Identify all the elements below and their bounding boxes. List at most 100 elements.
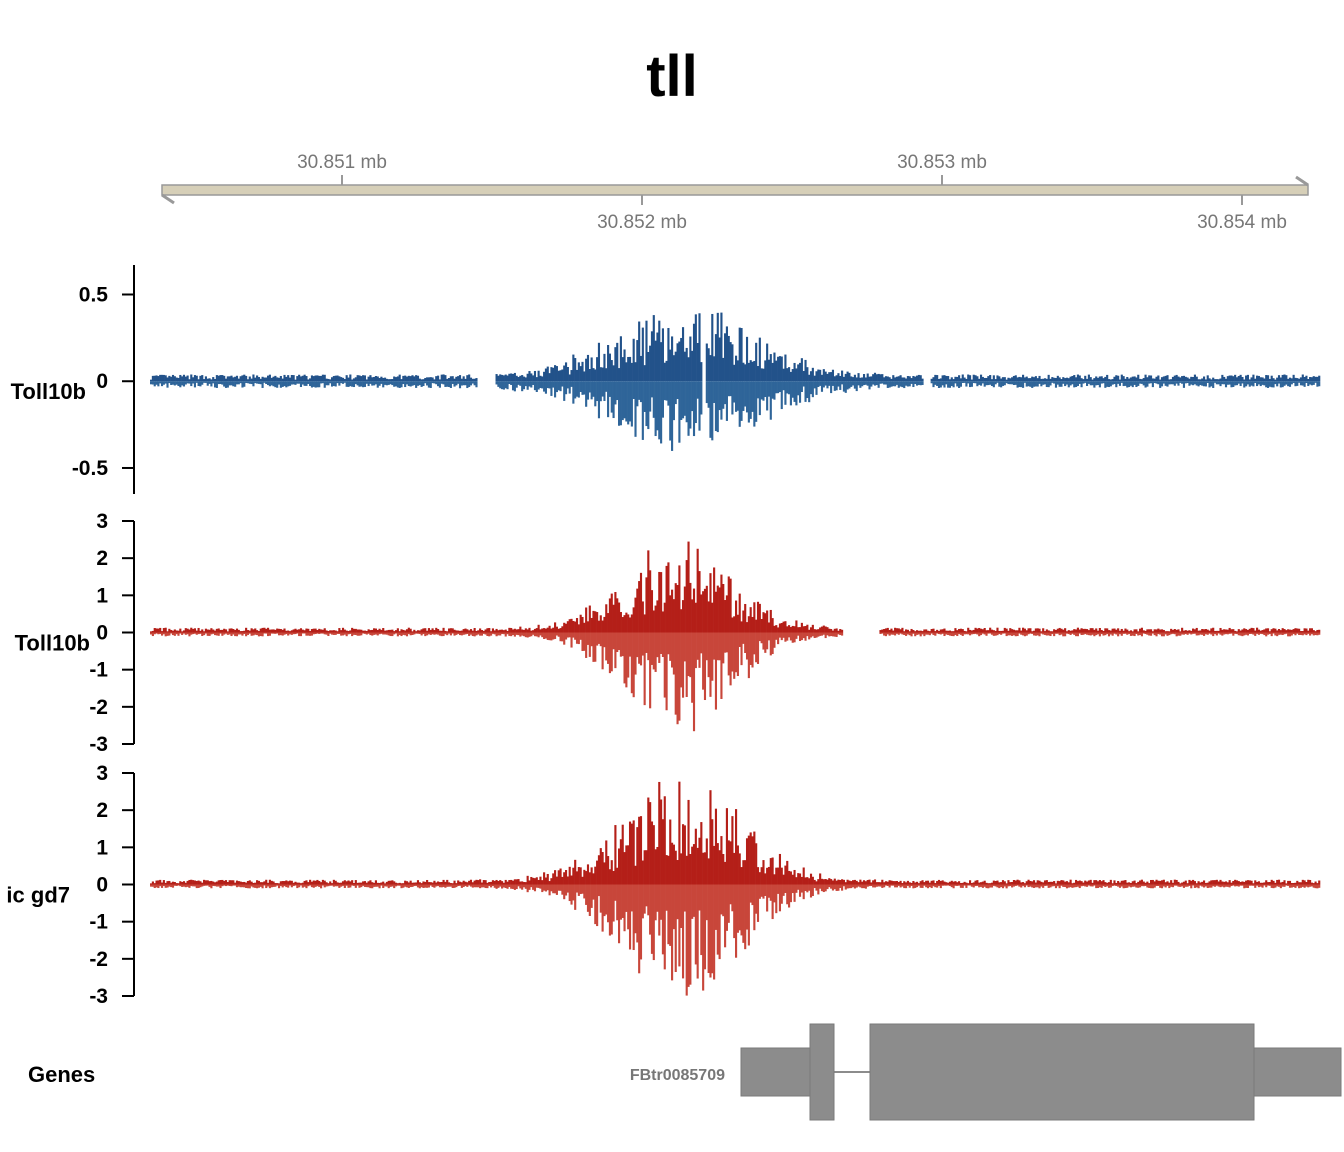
coverage-bar-positive [1221, 374, 1224, 382]
coverage-bar-positive [744, 860, 747, 885]
coverage-bar-positive [230, 880, 233, 885]
coverage-bar-positive [1102, 378, 1105, 382]
coverage-bar-positive [791, 625, 794, 633]
coverage-bar-positive [992, 375, 995, 382]
coverage-bar-positive [592, 873, 595, 885]
coverage-bar-negative [471, 632, 474, 637]
coverage-bar-positive [552, 873, 555, 885]
coverage-bar-negative [756, 884, 760, 922]
coverage-bar-positive [906, 880, 909, 885]
coverage-bar-negative [698, 632, 701, 668]
coverage-bar-positive [798, 627, 802, 633]
coverage-bar-negative [431, 884, 434, 887]
coverage-bar-negative [1210, 884, 1213, 888]
coverage-bar-negative [528, 884, 531, 890]
coverage-bar-negative [797, 381, 800, 396]
coverage-bar-negative [1027, 632, 1030, 635]
coverage-bar-negative [1060, 884, 1063, 886]
coverage-bar-positive [473, 880, 476, 885]
coverage-bar-negative [1208, 632, 1211, 634]
coverage-bar-positive [1263, 378, 1266, 382]
coverage-bar-positive [226, 631, 229, 633]
coverage-bar-positive [277, 377, 281, 382]
coverage-bar-positive [307, 628, 310, 633]
coverage-bar-negative [424, 884, 427, 888]
coverage-bar-positive [276, 377, 279, 382]
coverage-bar-negative [1060, 632, 1063, 635]
coverage-bar-negative [533, 632, 537, 637]
coverage-bar-positive [740, 621, 743, 633]
coverage-bar-positive [190, 627, 193, 633]
coverage-bar-positive [329, 630, 332, 633]
coverage-bar-positive [1075, 879, 1078, 885]
coverage-bar-negative [1001, 381, 1005, 386]
coverage-bar-positive [800, 622, 803, 633]
genome-axis-tick-label: 30.852 mb [597, 212, 687, 233]
coverage-bar-negative [990, 381, 994, 386]
coverage-bar-negative [309, 884, 312, 886]
coverage-bar-negative [782, 381, 785, 391]
coverage-bar-positive [1084, 375, 1087, 382]
coverage-bar-negative [972, 632, 975, 635]
coverage-bar-negative [166, 632, 169, 636]
coverage-bar-negative [1020, 632, 1023, 635]
coverage-bar-positive [820, 626, 824, 633]
coverage-bar-negative [384, 632, 387, 635]
coverage-bar-negative [1149, 884, 1153, 889]
coverage-bar-positive [1032, 377, 1036, 382]
coverage-bar-negative [268, 884, 271, 889]
coverage-bar-positive [521, 881, 524, 885]
coverage-bar-negative [415, 632, 418, 634]
coverage-bar-positive [1197, 881, 1200, 885]
coverage-bar-negative [1175, 632, 1178, 637]
coverage-bar-negative [409, 632, 412, 636]
coverage-bar-positive [168, 375, 171, 382]
coverage-bar-negative [873, 381, 877, 386]
coverage-bar-positive [1303, 376, 1306, 382]
coverage-bar-positive [462, 376, 465, 382]
coverage-bar-positive [407, 627, 410, 633]
coverage-bar-positive [469, 629, 473, 633]
coverage-bar-positive [429, 629, 432, 633]
coverage-bar-positive [1199, 379, 1202, 382]
coverage-bar-positive [457, 880, 460, 885]
coverage-bar-positive [800, 358, 803, 382]
coverage-bar-negative [809, 632, 813, 638]
coverage-bar-positive [839, 880, 842, 885]
coverage-bar-positive [705, 585, 708, 633]
coverage-bar-positive [773, 874, 776, 885]
coverage-bar-negative [1133, 884, 1136, 887]
coverage-bar-negative [912, 381, 915, 388]
coverage-bar-positive [1160, 629, 1164, 633]
coverage-bar-negative [506, 381, 509, 390]
coverage-bar-negative [928, 632, 931, 636]
coverage-bar-positive [1164, 375, 1167, 382]
coverage-bar-negative [338, 632, 341, 634]
coverage-bar-positive [1009, 882, 1012, 885]
coverage-bar-negative [332, 381, 335, 386]
coverage-bar-negative [716, 632, 719, 661]
coverage-bar-positive [188, 879, 191, 885]
coverage-bar-negative [241, 381, 244, 388]
coverage-bar-positive [912, 630, 915, 633]
coverage-bar-positive [930, 880, 933, 885]
coverage-bar-negative [438, 884, 441, 888]
coverage-bar-negative [647, 884, 650, 916]
coverage-bar-negative [952, 632, 955, 637]
coverage-bar-negative [268, 632, 271, 636]
coverage-bar-negative [672, 632, 675, 675]
coverage-bar-positive [1274, 379, 1277, 382]
coverage-bar-positive [760, 368, 763, 382]
coverage-bar-negative [312, 381, 315, 387]
coverage-bar-negative [572, 884, 575, 901]
coverage-bar-negative [667, 884, 670, 945]
coverage-bar-negative [859, 381, 862, 388]
coverage-bar-positive [1115, 375, 1118, 382]
coverage-bar-negative [636, 381, 639, 407]
coverage-bar-negative [1031, 381, 1034, 388]
coverage-bar-positive [915, 881, 919, 885]
coverage-bar-negative [159, 632, 162, 634]
coverage-bar-negative [1040, 632, 1043, 634]
coverage-bar-negative [656, 632, 659, 658]
